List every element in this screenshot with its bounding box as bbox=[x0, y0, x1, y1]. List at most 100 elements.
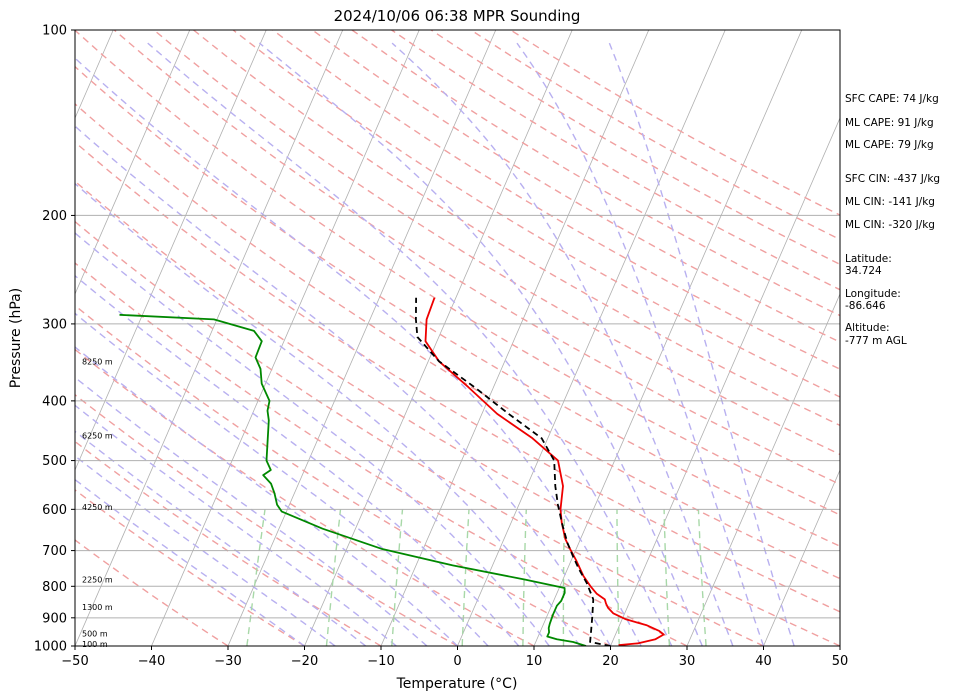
y-tick-label: 200 bbox=[42, 209, 67, 224]
y-axis-title: Pressure (hPa) bbox=[8, 288, 24, 388]
isotherm-line bbox=[380, 30, 650, 646]
stats-panel: SFC CAPE: 74 J/kg ML CAPE: 91 J/kg ML CA… bbox=[845, 93, 940, 347]
x-axis-title: Temperature (°C) bbox=[396, 676, 518, 692]
moist-adiabat-line bbox=[75, 455, 336, 646]
y-tick-label: 1000 bbox=[34, 640, 67, 655]
dry-adiabat-line bbox=[75, 262, 688, 646]
latitude-label: Latitude: bbox=[845, 253, 892, 265]
dry-adiabat-line bbox=[153, 30, 840, 456]
mixing-ratio-line bbox=[461, 509, 470, 646]
height-label: 1300 m bbox=[82, 603, 113, 612]
isotherm-line bbox=[151, 30, 420, 646]
dry-adiabat-line bbox=[311, 30, 840, 343]
dry-adiabat-line bbox=[75, 141, 840, 613]
height-label: 100 m bbox=[82, 640, 108, 649]
dry-adiabat-line bbox=[75, 30, 840, 516]
dry-adiabat-line bbox=[272, 30, 840, 370]
isotherm-line bbox=[75, 30, 191, 296]
isotherm-line bbox=[763, 468, 840, 646]
x-tick-label: −40 bbox=[138, 654, 165, 669]
height-label: 500 m bbox=[82, 630, 108, 639]
altitude-value: -777 m AGL bbox=[845, 335, 907, 347]
sfc-cape-text: SFC CAPE: 74 J/kg bbox=[845, 93, 939, 105]
dry-adiabat-line bbox=[193, 30, 840, 427]
height-label: 4250 m bbox=[82, 503, 113, 512]
ml-cape-text-2: ML CAPE: 79 J/kg bbox=[845, 139, 934, 151]
dry-adiabat-line bbox=[75, 393, 458, 646]
moist-adiabat-line bbox=[258, 42, 703, 646]
isotherm-line bbox=[75, 30, 344, 646]
mixing-ratio-line bbox=[325, 509, 342, 646]
y-tick-label: 500 bbox=[42, 454, 67, 469]
moist-adiabat-line bbox=[608, 42, 795, 646]
isotherm-line bbox=[457, 30, 726, 646]
mixing-ratio-line bbox=[697, 509, 707, 646]
isotherm-line bbox=[227, 30, 497, 646]
reference-lines bbox=[75, 30, 840, 646]
isotherm-line bbox=[533, 30, 803, 646]
isotherm-line bbox=[304, 30, 573, 646]
plot-frame bbox=[74, 29, 841, 647]
x-tick-label: 30 bbox=[679, 654, 696, 669]
moist-adiabat-line bbox=[391, 42, 734, 646]
temperature-line bbox=[424, 297, 665, 646]
mixing-ratio-line bbox=[246, 509, 266, 646]
mixing-ratio-line bbox=[391, 509, 404, 646]
moist-adiabat-line bbox=[75, 430, 367, 646]
mixing-ratio-line bbox=[522, 509, 527, 646]
dewpoint-line bbox=[119, 313, 587, 646]
isotherm-line bbox=[75, 30, 267, 472]
moist-adiabat-line bbox=[75, 182, 581, 646]
moist-adiabat-line bbox=[75, 478, 305, 646]
x-tick-label: 40 bbox=[755, 654, 772, 669]
x-tick-label: −20 bbox=[291, 654, 318, 669]
moist-adiabat-line bbox=[75, 404, 397, 646]
mixing-ratio-line bbox=[562, 509, 566, 646]
dry-adiabat-line bbox=[75, 103, 840, 580]
isotherm-line bbox=[686, 292, 840, 646]
x-tick-label: 0 bbox=[453, 654, 461, 669]
dry-adiabat-line bbox=[232, 30, 840, 398]
moist-adiabat-line bbox=[75, 57, 642, 646]
mixing-ratio-line bbox=[616, 509, 620, 646]
y-tick-label: 300 bbox=[42, 317, 67, 332]
dry-adiabat-line bbox=[75, 304, 611, 646]
pressure-gridlines bbox=[75, 29, 840, 647]
dry-adiabat-line bbox=[75, 440, 382, 646]
y-tick-label: 400 bbox=[42, 394, 67, 409]
x-tick-label: −10 bbox=[367, 654, 394, 669]
x-tick-label: −30 bbox=[214, 654, 241, 669]
chart-title: 2024/10/06 06:38 MPR Sounding bbox=[334, 7, 581, 25]
dry-adiabat-line bbox=[75, 220, 764, 646]
dry-adiabat-line bbox=[75, 180, 840, 646]
x-tick-label: 20 bbox=[602, 654, 619, 669]
isotherm-line bbox=[610, 116, 840, 646]
height-label: 6250 m bbox=[82, 431, 113, 440]
x-tick-label: 10 bbox=[526, 654, 543, 669]
parcel-path-line bbox=[415, 297, 611, 646]
x-tick-label: −50 bbox=[61, 654, 88, 669]
dry-adiabat-line bbox=[75, 539, 229, 646]
longitude-label: Longitude: bbox=[845, 288, 901, 300]
ml-cin-text: ML CIN: -141 J/kg bbox=[845, 196, 935, 208]
moist-adiabat-line bbox=[75, 232, 550, 646]
y-tick-label: 700 bbox=[42, 544, 67, 559]
sounding-series bbox=[119, 297, 665, 646]
x-tick-label: 50 bbox=[832, 654, 849, 669]
moist-adiabat-line bbox=[516, 42, 765, 646]
moist-adiabat-line bbox=[75, 312, 489, 646]
y-tick-label: 900 bbox=[42, 611, 67, 626]
moist-adiabat-line bbox=[75, 125, 612, 646]
y-axis-ticks: 100 200 300 400 500 600 700 800 900 1000 bbox=[34, 24, 75, 655]
latitude-value: 34.724 bbox=[845, 265, 882, 277]
ml-cin-text-2: ML CIN: -320 J/kg bbox=[845, 219, 935, 231]
height-label: 8250 m bbox=[82, 357, 113, 366]
dry-adiabat-line bbox=[75, 348, 535, 646]
moist-adiabat-line bbox=[75, 346, 458, 646]
x-axis-ticks: −50 −40 −30 −20 −10 0 10 20 30 40 50 bbox=[61, 646, 848, 669]
mixing-ratio-line bbox=[663, 509, 671, 646]
y-tick-label: 800 bbox=[42, 580, 67, 595]
dry-adiabat-line bbox=[113, 30, 840, 486]
